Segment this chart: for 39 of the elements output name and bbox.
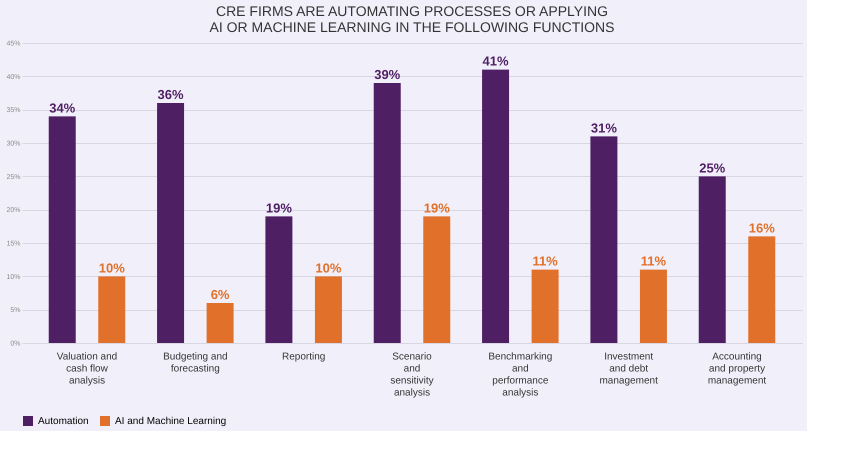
legend-label: AI and Machine Learning (115, 416, 226, 427)
data-label: 36% (158, 87, 184, 102)
bar (265, 216, 292, 343)
bar (482, 70, 510, 343)
bar (640, 270, 667, 343)
x-tick-label: Investment and debt management (599, 352, 658, 386)
data-label: 39% (374, 67, 401, 82)
data-label: 41% (482, 54, 510, 69)
x-tick-label: Scenario and sensitivity analysis (390, 352, 434, 398)
bar (374, 83, 401, 343)
data-label: 10% (98, 260, 126, 276)
data-label: 31% (590, 120, 618, 136)
bar (157, 103, 184, 343)
x-tick-label: Benchmarking and performance analysis (488, 352, 552, 398)
bar (423, 216, 450, 343)
text: CRE FIRMS ARE AUTOMATING PROCESSES OR APPLYING (216, 3, 608, 19)
legend-label: Automation (38, 416, 89, 427)
bar (748, 236, 776, 343)
data-label: 11% (640, 254, 667, 269)
data-label: 10% (315, 260, 342, 276)
bar (314, 276, 342, 343)
bar (698, 176, 726, 343)
bar (532, 270, 559, 343)
bar (48, 116, 76, 343)
bar (206, 303, 234, 343)
x-tick-label: Accounting and property management (708, 352, 766, 386)
text: AI OR MACHINE LEARNING IN THE FOLLOWING FUNCTIONS (209, 19, 615, 35)
bar (590, 136, 618, 343)
data-label: 6% (210, 287, 230, 302)
x-tick-label: Budgeting and forecasting (163, 352, 228, 374)
data-label: 34% (49, 100, 76, 116)
data-label: 19% (424, 200, 450, 216)
data-label: 25% (699, 160, 726, 176)
data-label: 11% (532, 254, 558, 269)
x-tick-label: Reporting (282, 352, 326, 362)
data-label: 19% (266, 200, 292, 216)
x-tick-label: Valuation and cash flow analysis (56, 352, 118, 386)
bar (98, 276, 126, 343)
data-label: 16% (748, 220, 776, 236)
